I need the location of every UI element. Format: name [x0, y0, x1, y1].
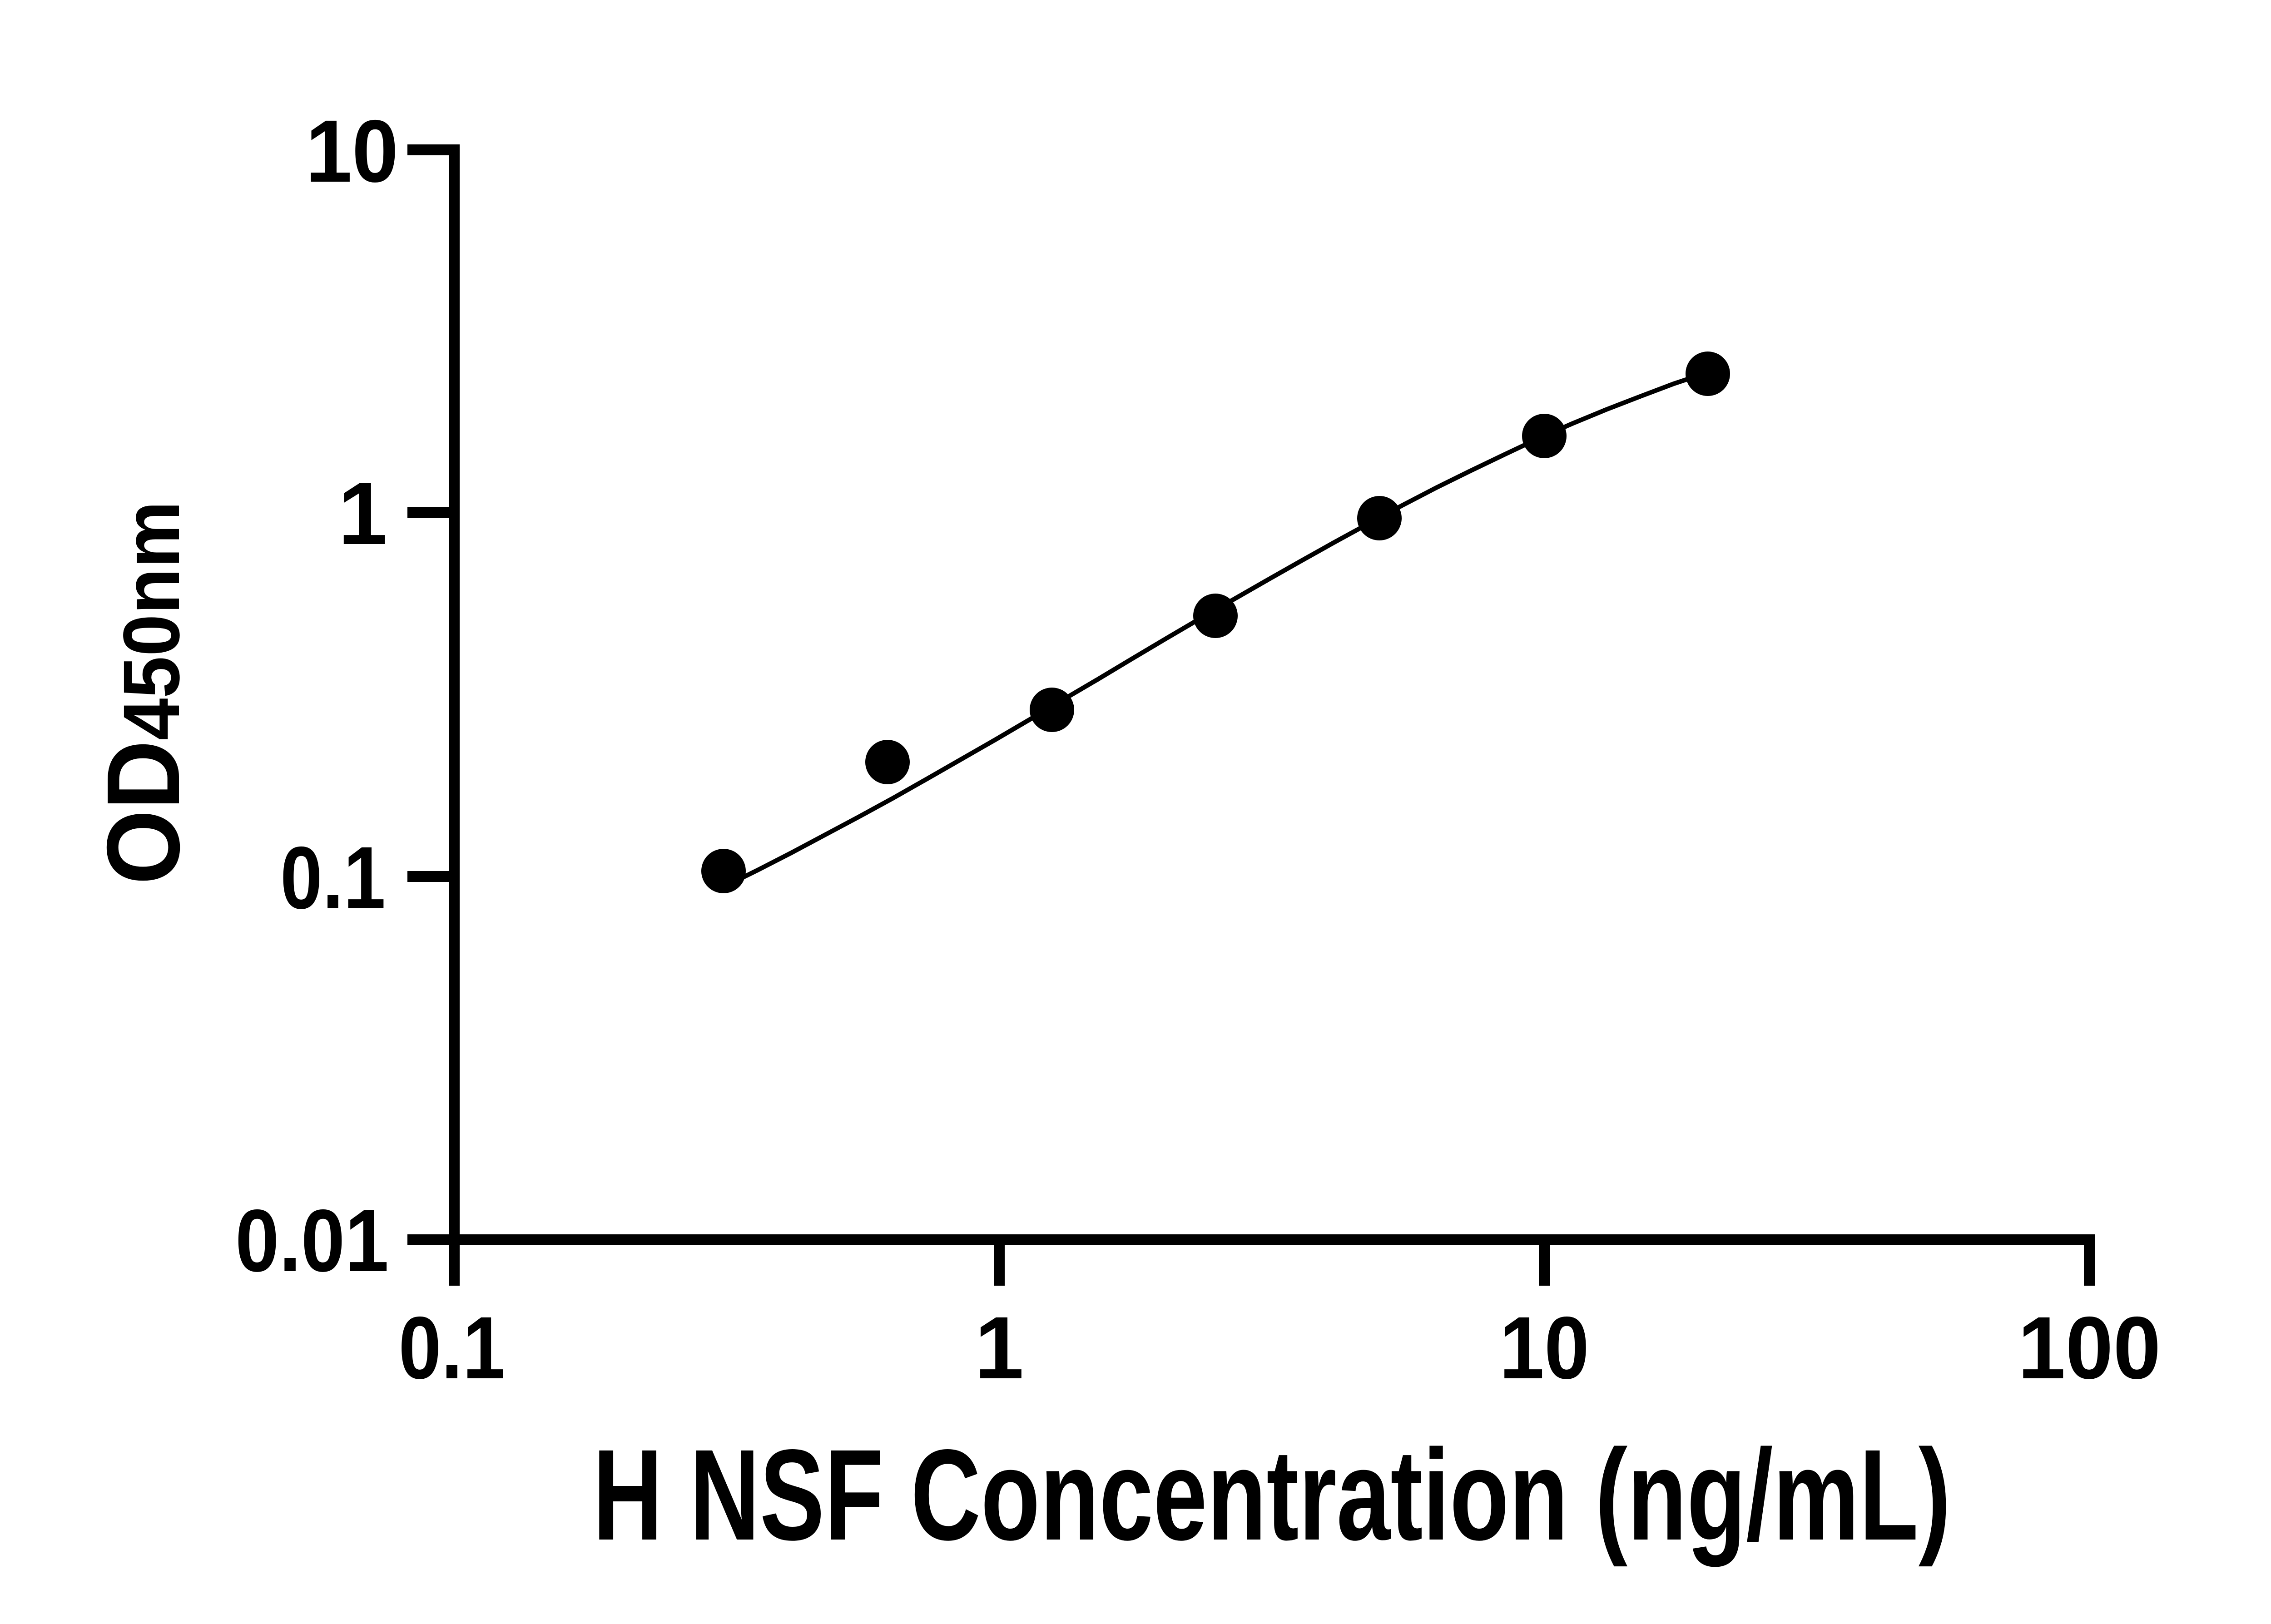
svg-text:H NSF Concentration (ng/mL): H NSF Concentration (ng/mL)	[593, 1423, 1951, 1568]
svg-text:10: 10	[306, 102, 398, 201]
svg-text:10: 10	[1499, 1298, 1589, 1397]
svg-text:0.1: 0.1	[280, 828, 386, 927]
svg-text:450nm: 450nm	[107, 501, 196, 740]
svg-text:0.1: 0.1	[399, 1298, 506, 1397]
svg-text:1: 1	[975, 1298, 1024, 1397]
svg-text:100: 100	[2018, 1298, 2161, 1397]
svg-text:1: 1	[338, 464, 387, 563]
svg-text:0.01: 0.01	[235, 1191, 389, 1290]
svg-text:OD: OD	[86, 740, 201, 885]
